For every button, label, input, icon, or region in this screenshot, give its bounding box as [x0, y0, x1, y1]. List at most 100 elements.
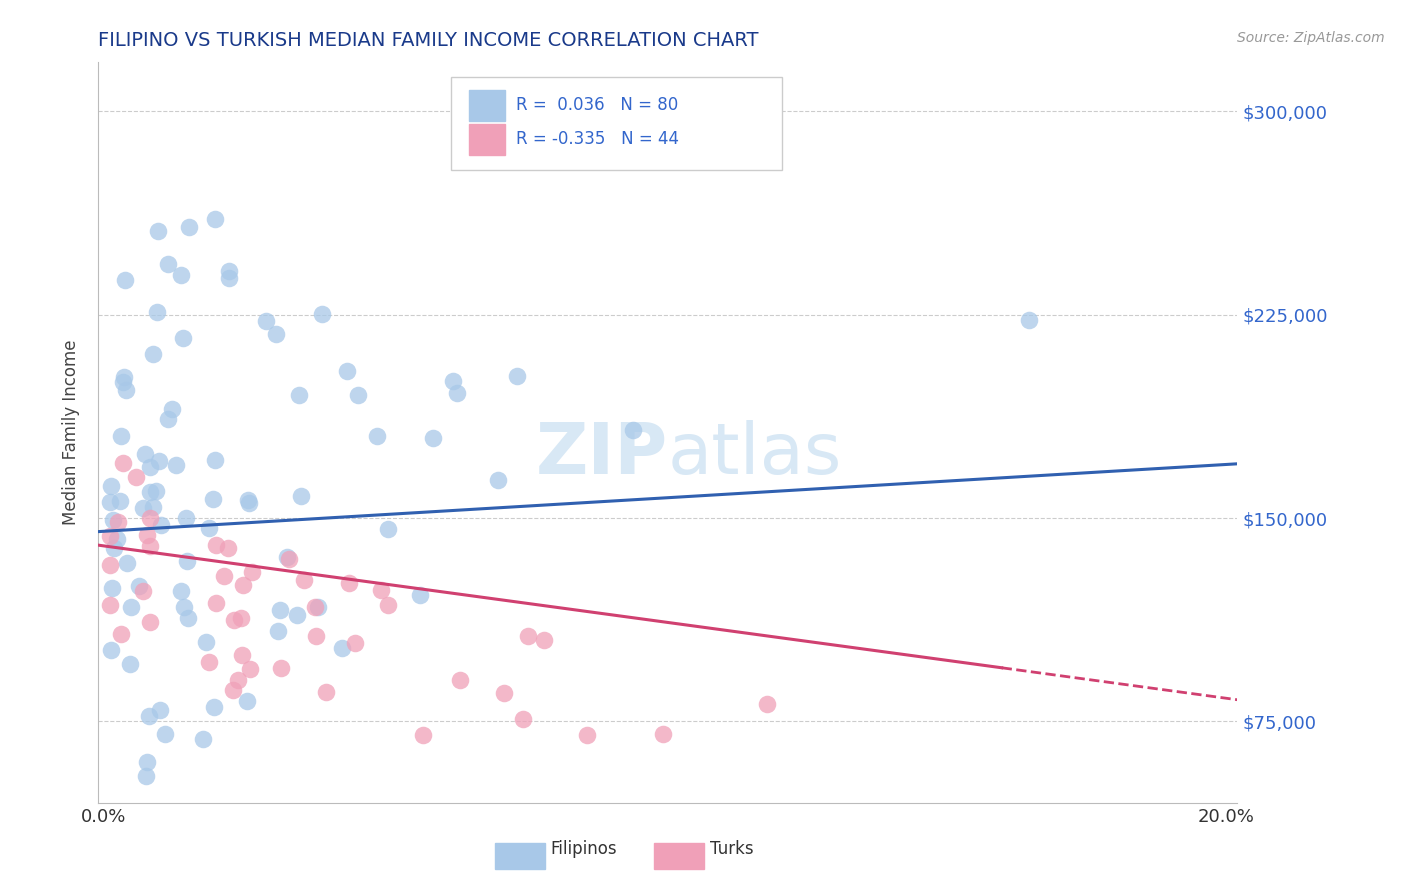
Point: [146, 224, 169, 238]
Point: [269, 603, 291, 617]
Point: [112, 375, 135, 389]
Point: [486, 473, 509, 487]
Point: [288, 388, 311, 402]
Y-axis label: Median Family Income: Median Family Income: [62, 340, 80, 525]
Point: [125, 470, 148, 484]
Point: [107, 515, 129, 529]
Point: [239, 662, 262, 676]
Point: [652, 727, 675, 741]
Point: [98, 598, 121, 612]
Text: FILIPINO VS TURKISH MEDIAN FAMILY INCOME CORRELATION CHART: FILIPINO VS TURKISH MEDIAN FAMILY INCOME…: [98, 30, 759, 50]
Point: [285, 608, 308, 623]
Point: [222, 683, 245, 698]
Point: [623, 423, 645, 437]
Point: [98, 529, 121, 543]
FancyBboxPatch shape: [468, 124, 505, 155]
Point: [343, 636, 366, 650]
Text: atlas: atlas: [668, 420, 842, 490]
Point: [409, 588, 432, 602]
Point: [177, 219, 200, 234]
Point: [139, 511, 162, 525]
Point: [1018, 313, 1040, 327]
Point: [100, 479, 122, 493]
Point: [172, 331, 194, 345]
Point: [139, 615, 162, 630]
Text: Turks: Turks: [710, 839, 754, 858]
Point: [218, 271, 240, 285]
Point: [148, 454, 170, 468]
FancyBboxPatch shape: [468, 90, 505, 121]
Point: [191, 731, 214, 746]
Point: [202, 699, 225, 714]
Point: [139, 539, 162, 553]
Point: [145, 483, 167, 498]
Point: [138, 485, 160, 500]
Point: [105, 532, 128, 546]
Point: [138, 709, 160, 723]
Point: [118, 657, 141, 672]
Point: [366, 429, 388, 443]
Point: [110, 626, 132, 640]
Point: [516, 629, 538, 643]
Point: [337, 576, 360, 591]
Point: [370, 583, 392, 598]
Point: [226, 673, 249, 687]
Point: [136, 528, 159, 542]
Point: [231, 648, 253, 662]
Point: [115, 556, 138, 570]
Point: [266, 624, 288, 638]
Point: [756, 697, 779, 711]
Point: [412, 728, 434, 742]
Point: [120, 600, 142, 615]
Point: [162, 401, 184, 416]
Point: [305, 630, 328, 644]
Point: [212, 569, 235, 583]
Point: [110, 429, 132, 443]
Point: [176, 554, 198, 568]
Point: [238, 496, 260, 510]
Point: [315, 684, 337, 698]
Text: R = -0.335   N = 44: R = -0.335 N = 44: [516, 130, 679, 148]
Point: [174, 511, 197, 525]
Point: [142, 500, 165, 515]
Point: [170, 584, 193, 599]
Point: [131, 584, 153, 599]
Point: [238, 492, 260, 507]
Point: [170, 268, 193, 282]
Point: [336, 364, 359, 378]
Point: [377, 522, 399, 536]
Point: [139, 460, 162, 475]
Point: [101, 581, 124, 595]
Point: [304, 599, 326, 614]
Point: [377, 598, 399, 612]
Point: [205, 538, 228, 552]
Point: [128, 579, 150, 593]
Point: [533, 633, 555, 648]
Point: [145, 305, 167, 319]
Point: [157, 412, 180, 426]
Point: [177, 611, 200, 625]
Point: [103, 513, 125, 527]
Point: [264, 327, 287, 342]
Point: [229, 611, 252, 625]
FancyBboxPatch shape: [495, 843, 546, 870]
Text: R =  0.036   N = 80: R = 0.036 N = 80: [516, 96, 679, 114]
Point: [441, 374, 464, 388]
Point: [156, 257, 179, 271]
Point: [165, 458, 187, 472]
Point: [292, 573, 315, 587]
Text: ZIP: ZIP: [536, 420, 668, 490]
Point: [173, 599, 195, 614]
Point: [330, 640, 353, 655]
Point: [347, 388, 370, 402]
Point: [449, 673, 471, 688]
Point: [218, 264, 240, 278]
Point: [153, 727, 176, 741]
Point: [575, 728, 598, 742]
Point: [148, 703, 170, 717]
Point: [204, 453, 226, 467]
Point: [197, 521, 219, 535]
Point: [100, 642, 122, 657]
Text: Filipinos: Filipinos: [551, 839, 617, 858]
Point: [135, 755, 157, 769]
